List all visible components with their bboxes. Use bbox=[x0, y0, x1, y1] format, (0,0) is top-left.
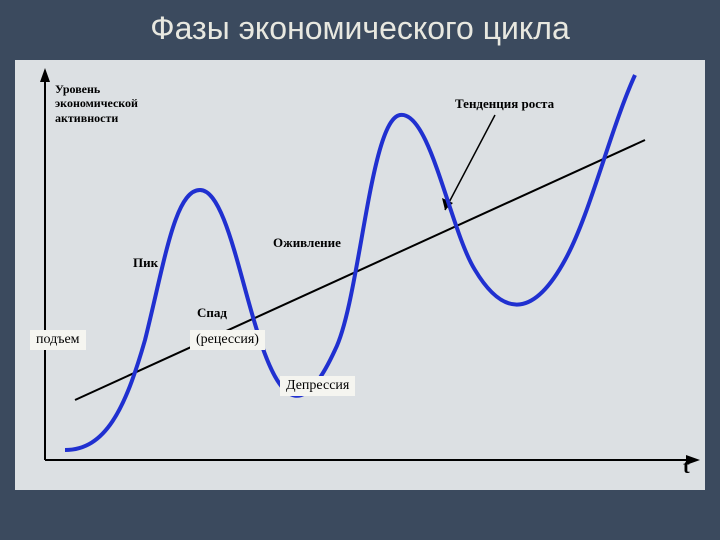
y-axis-arrow bbox=[40, 68, 50, 82]
depression-label: Депрессия bbox=[280, 376, 355, 396]
decline-label: Спад bbox=[197, 305, 227, 321]
slide-title: Фазы экономического цикла bbox=[0, 10, 720, 47]
x-axis-label: t bbox=[683, 456, 690, 479]
y-axis-label: Уровень экономической активности bbox=[55, 82, 138, 125]
chart-area: Уровень экономической активности t Тенде… bbox=[15, 60, 705, 490]
revival-label: Оживление bbox=[273, 235, 341, 251]
peak-label: Пик bbox=[133, 255, 158, 271]
recession-label: (рецессия) bbox=[190, 330, 265, 350]
trend-label: Тенденция роста bbox=[455, 96, 554, 112]
trend-pointer bbox=[445, 115, 495, 210]
rise-label: подъем bbox=[30, 330, 86, 350]
